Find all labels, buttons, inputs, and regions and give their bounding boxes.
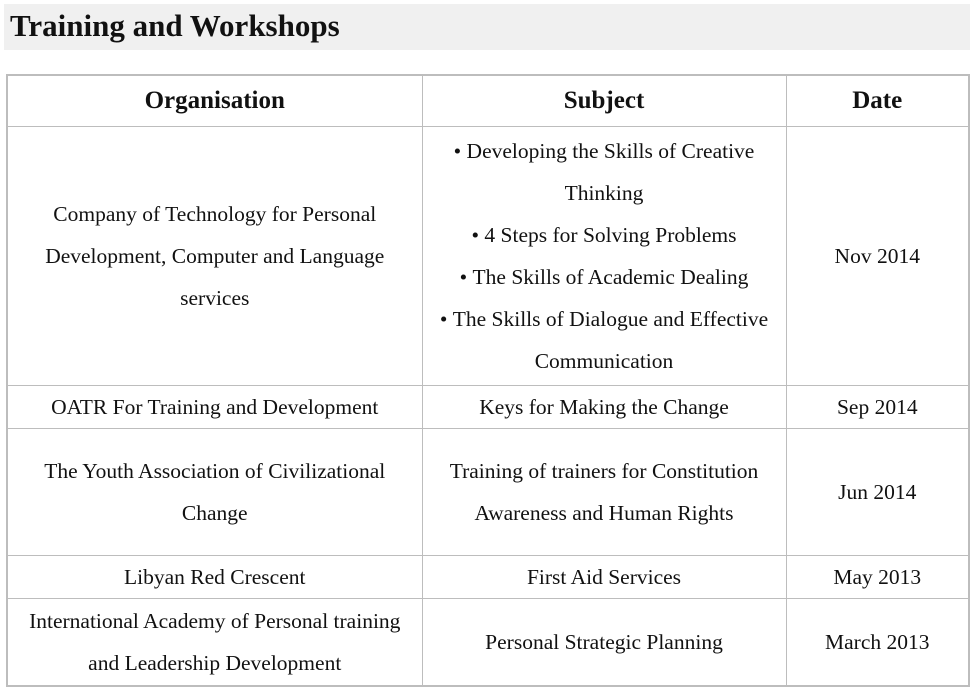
cell-subject: Developing the Skills of Creative Thinki… [421, 126, 787, 386]
table-row: Libyan Red Crescent First Aid Services M… [6, 555, 970, 599]
table-header-row: Organisation Subject Date [6, 74, 970, 127]
table-row: The Youth Association of Civilizational … [6, 428, 970, 556]
cell-organisation: International Academy of Personal traini… [6, 598, 423, 687]
cell-date: Jun 2014 [785, 428, 970, 556]
cell-date: March 2013 [785, 598, 970, 687]
table-row: OATR For Training and Development Keys f… [6, 385, 970, 429]
cell-subject: Keys for Making the Change [421, 385, 787, 429]
header-subject: Subject [421, 74, 787, 127]
subject-item: The Skills of Dialogue and Effective Com… [431, 298, 778, 382]
table-row: International Academy of Personal traini… [6, 598, 970, 687]
subject-item: The Skills of Academic Dealing [431, 256, 778, 298]
section-heading-bar: Training and Workshops [4, 4, 970, 50]
training-table: Organisation Subject Date Company of Tec… [6, 74, 970, 687]
subject-item: Developing the Skills of Creative Thinki… [431, 130, 778, 214]
cell-date: Nov 2014 [785, 126, 970, 386]
header-date: Date [785, 74, 970, 127]
subject-bullet-list: Developing the Skills of Creative Thinki… [431, 130, 778, 382]
cell-organisation: The Youth Association of Civilizational … [6, 428, 423, 556]
cell-date: May 2013 [785, 555, 970, 599]
cell-date: Sep 2014 [785, 385, 970, 429]
table-row: Company of Technology for Personal Devel… [6, 126, 970, 386]
cell-subject: First Aid Services [421, 555, 787, 599]
section-title: Training and Workshops [10, 8, 340, 43]
cell-organisation: Libyan Red Crescent [6, 555, 423, 599]
cell-organisation: OATR For Training and Development [6, 385, 423, 429]
subject-item: 4 Steps for Solving Problems [431, 214, 778, 256]
cell-subject: Personal Strategic Planning [421, 598, 787, 687]
header-organisation: Organisation [6, 74, 423, 127]
cell-subject: Training of trainers for Constitution Aw… [421, 428, 787, 556]
cell-organisation: Company of Technology for Personal Devel… [6, 126, 423, 386]
